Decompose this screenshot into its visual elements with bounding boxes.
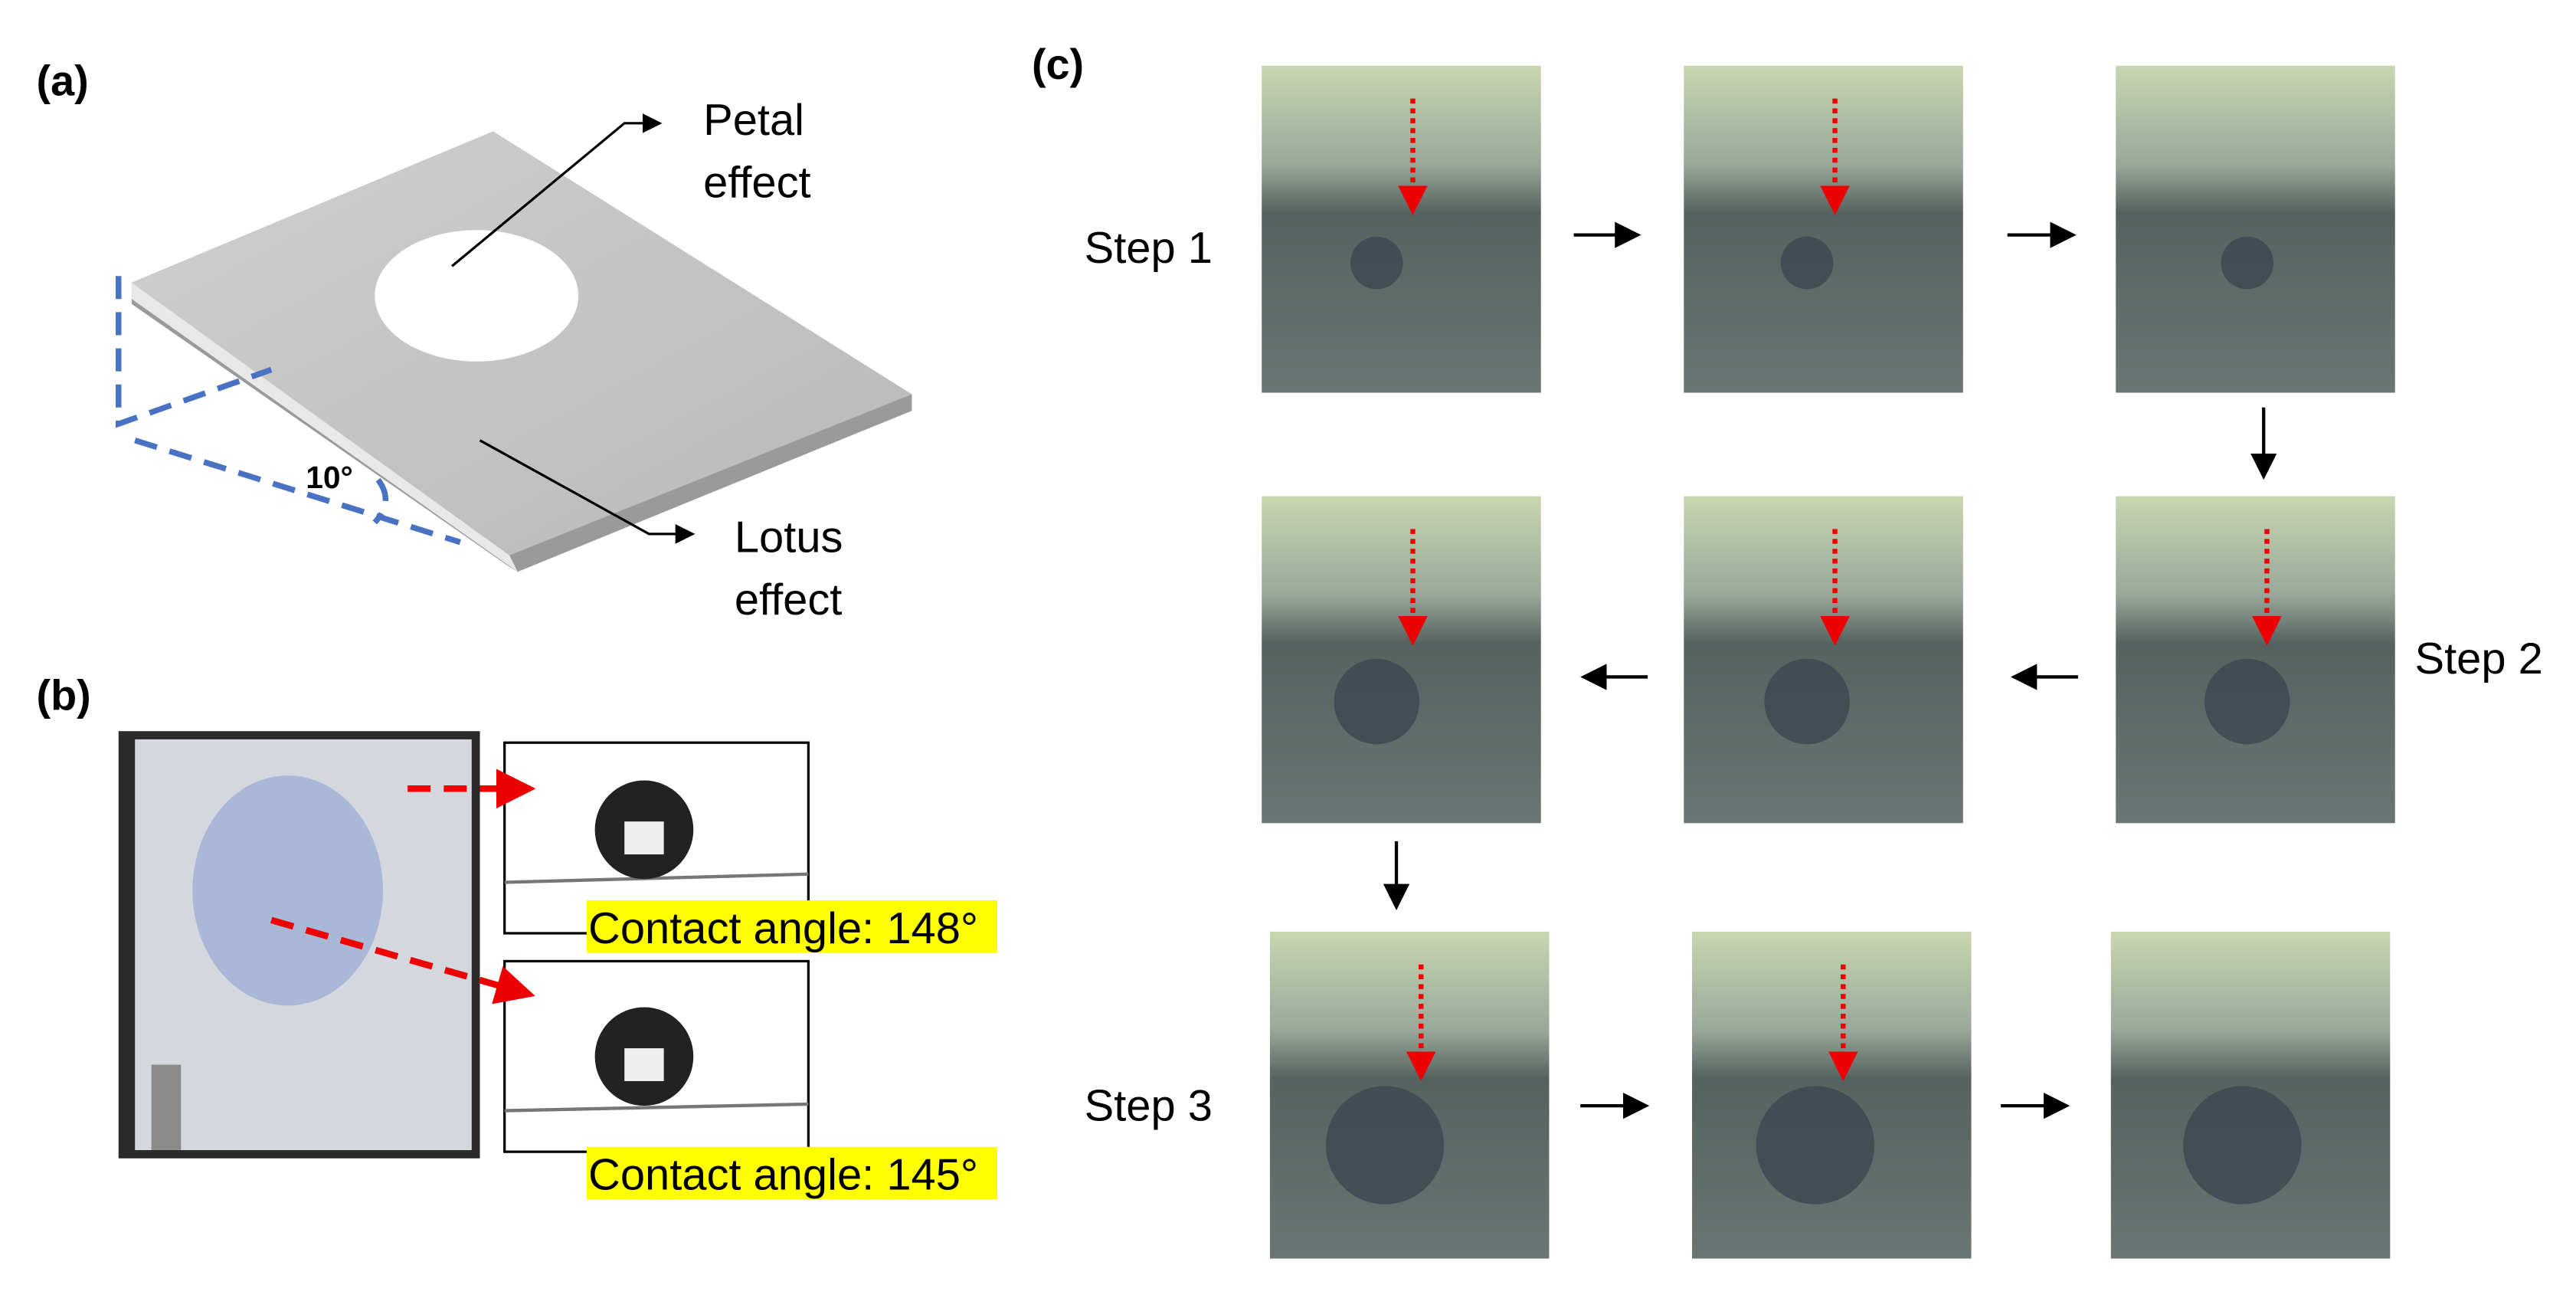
step-label: Step 2 — [2414, 634, 2542, 683]
sample-photo — [118, 731, 480, 1159]
step-label: Step 1 — [1085, 224, 1213, 273]
photo-grid — [1262, 65, 2395, 1259]
panel-label: (b) — [37, 671, 91, 719]
photo — [1684, 65, 1963, 393]
lotus-label: Lotus effect — [735, 513, 843, 624]
red-arrows — [270, 769, 536, 1005]
photo — [1262, 65, 1541, 393]
droplet — [2204, 658, 2290, 745]
step-label: Step 3 — [1085, 1081, 1213, 1130]
droplet — [1756, 1086, 1875, 1205]
label-line: effect — [703, 158, 811, 207]
photo — [2116, 65, 2395, 393]
highlight — [586, 1146, 997, 1200]
label-line: Petal — [703, 96, 804, 145]
droplet — [2221, 236, 2274, 290]
photo — [1262, 496, 1541, 824]
photo — [1684, 496, 1963, 824]
droplet — [1780, 236, 1834, 290]
droplet — [1325, 1086, 1445, 1205]
droplet — [1334, 658, 1420, 745]
angle-lines — [116, 276, 461, 546]
callout-lines — [451, 113, 696, 544]
droplet — [1764, 658, 1850, 745]
label-line: effect — [735, 575, 843, 624]
flow-arrows — [1383, 221, 2277, 1119]
droplet — [1350, 236, 1403, 290]
label-line: Lotus — [735, 513, 843, 562]
highlight — [586, 900, 997, 953]
panel-label: (c) — [1032, 41, 1084, 88]
angle-label: 10° — [306, 460, 353, 495]
petal-label: Petal effect — [703, 96, 811, 207]
contact-angle: Contact angle: 148° — [588, 904, 978, 953]
panel-label: (a) — [37, 57, 89, 104]
contact-angle: Contact angle: 145° — [588, 1150, 978, 1199]
droplet — [2183, 1086, 2302, 1205]
plate — [131, 131, 912, 572]
